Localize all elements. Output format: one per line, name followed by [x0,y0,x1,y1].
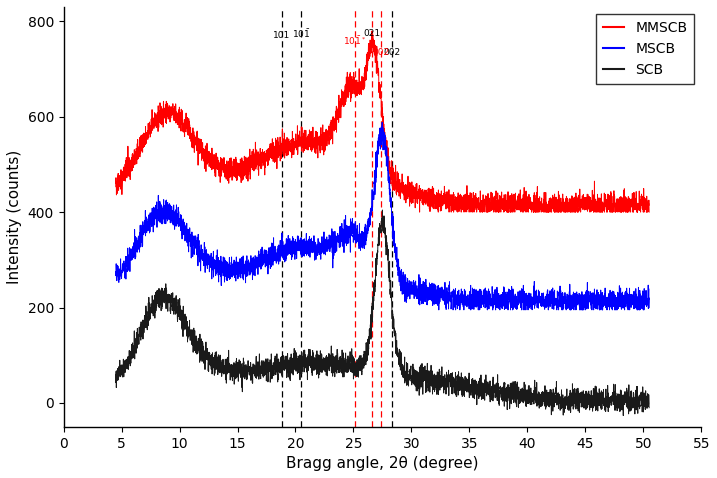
Text: $10\bar{1}^*$: $10\bar{1}^*$ [343,34,366,47]
Text: $10\bar{1}$: $10\bar{1}$ [292,27,310,40]
Text: 021: 021 [364,29,381,38]
Text: 002: 002 [383,48,400,57]
Text: 101: 101 [273,32,290,40]
Legend: MMSCB, MSCB, SCB: MMSCB, MSCB, SCB [597,14,694,84]
X-axis label: Bragg angle, 2θ (degree): Bragg angle, 2θ (degree) [286,456,479,471]
Text: 002: 002 [373,48,390,57]
Y-axis label: Intensity (counts): Intensity (counts) [7,150,22,284]
